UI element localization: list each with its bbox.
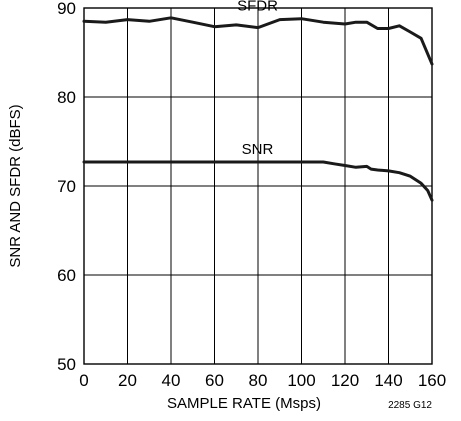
plot-frame <box>83 7 433 365</box>
series-line-snr <box>82 160 434 202</box>
tick-labels: 0 20 40 60 80 100 120 140 160 50 60 70 80 90 <box>57 0 446 390</box>
y-axis-label: SNR AND SFDR (dBFS) <box>7 104 24 267</box>
x-axis-label: SAMPLE RATE (Msps) <box>167 395 321 412</box>
y-tick-label: 70 <box>57 177 76 196</box>
y-tick-label: 60 <box>57 266 76 285</box>
series-label-sfdr: SFDR <box>237 0 278 15</box>
chart-grid <box>83 7 433 365</box>
x-tick-label: 120 <box>331 371 359 390</box>
series-label-snr: SNR <box>242 141 274 158</box>
x-tick-label: 20 <box>118 371 137 390</box>
x-tick-label: 80 <box>249 371 268 390</box>
x-tick-label: 40 <box>162 371 181 390</box>
x-tick-label: 0 <box>79 371 88 390</box>
x-tick-label: 160 <box>418 371 446 390</box>
series-line-sfdr <box>82 16 434 66</box>
x-tick-label: 60 <box>205 371 224 390</box>
y-tick-label: 90 <box>57 0 76 18</box>
x-tick-label: 100 <box>287 371 315 390</box>
y-tick-label: 50 <box>57 355 76 374</box>
series-labels: SFDR SNR <box>237 0 278 158</box>
x-tick-label: 140 <box>374 371 402 390</box>
y-tick-label: 80 <box>57 88 76 107</box>
series-layer <box>82 16 434 202</box>
figure-id: 2285 G12 <box>388 400 432 411</box>
